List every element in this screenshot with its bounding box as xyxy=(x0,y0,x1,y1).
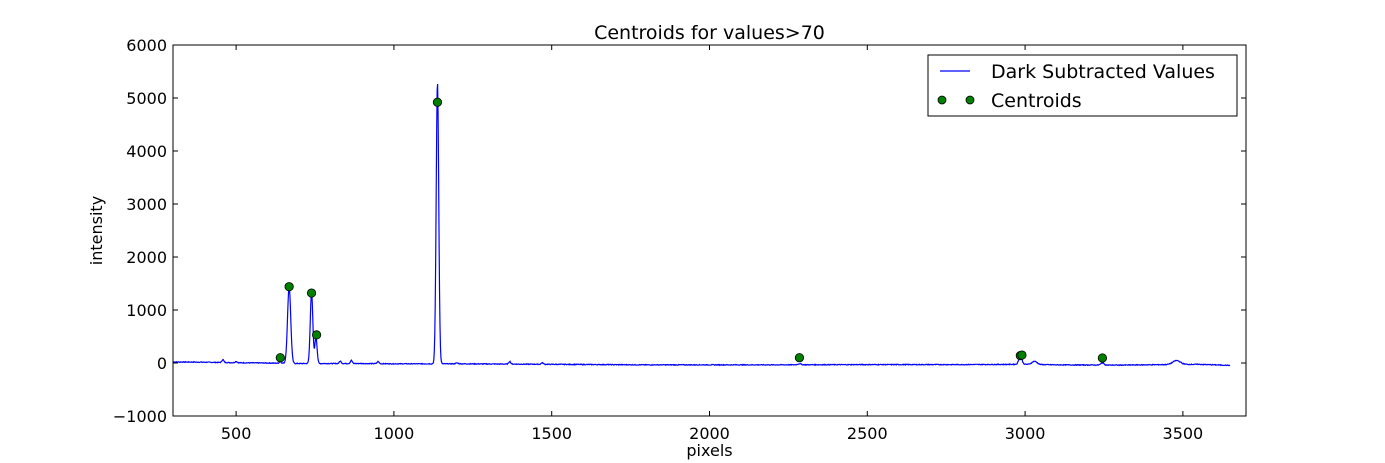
legend: Dark Subtracted Values Centroids xyxy=(927,54,1238,117)
x-tick-label: 500 xyxy=(221,424,252,443)
legend-entry-centroids: Centroids xyxy=(991,90,1082,112)
y-tick-label: 6000 xyxy=(126,36,167,55)
series-line-dark-subtracted-values xyxy=(172,83,1231,367)
y-tick-label: 4000 xyxy=(126,142,167,161)
centroid-point xyxy=(1097,353,1108,363)
x-tick-label: 1000 xyxy=(374,424,415,443)
series-layer xyxy=(172,83,1231,367)
x-axis-label: pixels xyxy=(686,441,732,460)
x-tick-label: 2500 xyxy=(847,424,888,443)
centroid-point xyxy=(1017,350,1027,360)
centroid-point xyxy=(275,353,285,363)
x-tick-label: 3000 xyxy=(1005,424,1046,443)
marker-layer xyxy=(275,97,1108,363)
x-tick-label: 2000 xyxy=(689,424,730,443)
y-tick-label: −1000 xyxy=(113,407,167,426)
centroid-point xyxy=(306,288,317,298)
legend-box xyxy=(927,54,1238,117)
centroid-point xyxy=(794,353,805,363)
legend-marker-swatch xyxy=(965,95,975,105)
x-axis-ticks: 500 1000 1500 2000 2500 3000 3500 xyxy=(221,45,1203,443)
centroid-point xyxy=(311,330,322,340)
x-tick-label: 3500 xyxy=(1163,424,1204,443)
y-tick-label: 1000 xyxy=(126,301,167,320)
y-axis-ticks: −1000 0 1000 2000 3000 4000 5000 6000 xyxy=(113,36,1246,426)
legend-entry-dark-subtracted-values: Dark Subtracted Values xyxy=(991,61,1215,83)
chart-title: Centroids for values>70 xyxy=(594,22,825,44)
y-tick-label: 0 xyxy=(157,354,167,373)
y-tick-label: 2000 xyxy=(126,248,167,267)
centroid-point xyxy=(284,282,294,292)
y-tick-label: 3000 xyxy=(126,195,167,214)
centroid-point xyxy=(432,97,443,107)
y-tick-label: 5000 xyxy=(126,89,167,108)
x-tick-label: 1500 xyxy=(531,424,572,443)
y-axis-label: intensity xyxy=(87,196,106,265)
legend-marker-swatch xyxy=(937,95,947,105)
